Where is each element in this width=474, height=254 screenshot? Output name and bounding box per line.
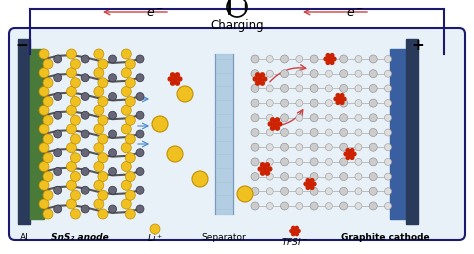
- Circle shape: [109, 93, 117, 101]
- Circle shape: [136, 186, 144, 195]
- Circle shape: [330, 54, 334, 58]
- Circle shape: [271, 127, 274, 131]
- Circle shape: [268, 167, 272, 171]
- Circle shape: [109, 168, 117, 176]
- Circle shape: [81, 205, 89, 213]
- Circle shape: [258, 167, 262, 171]
- Circle shape: [121, 50, 131, 60]
- Circle shape: [125, 60, 135, 70]
- Bar: [406, 40, 418, 224]
- Text: +: +: [411, 37, 424, 52]
- Circle shape: [251, 173, 259, 181]
- Bar: [215, 55, 233, 214]
- Circle shape: [292, 227, 295, 229]
- Circle shape: [281, 70, 289, 78]
- Circle shape: [384, 130, 392, 136]
- Circle shape: [328, 58, 332, 62]
- Circle shape: [175, 82, 179, 86]
- Circle shape: [296, 71, 303, 78]
- Circle shape: [81, 149, 89, 157]
- Circle shape: [71, 97, 81, 107]
- Bar: [18, 40, 30, 224]
- Circle shape: [340, 202, 347, 210]
- Circle shape: [342, 98, 346, 101]
- Circle shape: [121, 69, 131, 78]
- Circle shape: [384, 188, 392, 195]
- Circle shape: [125, 134, 135, 145]
- Circle shape: [310, 56, 318, 64]
- Circle shape: [94, 199, 104, 209]
- Circle shape: [81, 131, 89, 138]
- Circle shape: [54, 186, 62, 195]
- Circle shape: [173, 77, 177, 82]
- Circle shape: [125, 209, 135, 219]
- Circle shape: [310, 179, 314, 182]
- Circle shape: [265, 171, 269, 176]
- Circle shape: [43, 116, 53, 126]
- Circle shape: [39, 87, 49, 97]
- Circle shape: [175, 74, 179, 77]
- Circle shape: [326, 62, 329, 65]
- Circle shape: [43, 97, 53, 107]
- Circle shape: [348, 152, 352, 156]
- Circle shape: [336, 94, 340, 98]
- Text: $e^-$: $e^-$: [346, 6, 364, 19]
- Circle shape: [325, 115, 332, 122]
- Circle shape: [369, 114, 377, 122]
- Circle shape: [39, 143, 49, 153]
- Circle shape: [54, 131, 62, 138]
- Circle shape: [109, 149, 117, 157]
- Circle shape: [340, 70, 347, 78]
- Text: $TFSI^-$: $TFSI^-$: [281, 235, 309, 247]
- Circle shape: [312, 183, 316, 186]
- Circle shape: [121, 199, 131, 209]
- Circle shape: [94, 106, 104, 116]
- Circle shape: [43, 172, 53, 182]
- Circle shape: [125, 78, 135, 88]
- Circle shape: [121, 181, 131, 190]
- Circle shape: [281, 158, 289, 166]
- Circle shape: [54, 93, 62, 101]
- Circle shape: [355, 86, 362, 92]
- Circle shape: [332, 58, 336, 61]
- Circle shape: [325, 71, 332, 78]
- Circle shape: [266, 56, 273, 63]
- Circle shape: [325, 203, 332, 210]
- Circle shape: [94, 181, 104, 190]
- Circle shape: [340, 144, 347, 152]
- Circle shape: [98, 60, 108, 70]
- Circle shape: [384, 56, 392, 63]
- Circle shape: [167, 146, 183, 162]
- Circle shape: [266, 100, 273, 107]
- Circle shape: [43, 60, 53, 70]
- Circle shape: [136, 149, 144, 157]
- Circle shape: [281, 202, 289, 210]
- Circle shape: [350, 149, 354, 152]
- Circle shape: [192, 171, 208, 187]
- Circle shape: [338, 98, 342, 102]
- Circle shape: [266, 71, 273, 78]
- Circle shape: [109, 186, 117, 195]
- Circle shape: [136, 205, 144, 213]
- Circle shape: [136, 93, 144, 101]
- Circle shape: [71, 190, 81, 200]
- Circle shape: [369, 129, 377, 137]
- Circle shape: [340, 85, 347, 93]
- Circle shape: [306, 186, 310, 190]
- Circle shape: [266, 144, 273, 151]
- Circle shape: [310, 158, 318, 166]
- Circle shape: [355, 144, 362, 151]
- Bar: [390, 50, 406, 219]
- Circle shape: [336, 102, 340, 105]
- Circle shape: [355, 56, 362, 63]
- Circle shape: [325, 173, 332, 180]
- Circle shape: [290, 230, 293, 233]
- Circle shape: [384, 115, 392, 122]
- Circle shape: [369, 70, 377, 78]
- Circle shape: [251, 70, 259, 78]
- Circle shape: [71, 172, 81, 182]
- Circle shape: [255, 74, 260, 77]
- Circle shape: [355, 71, 362, 78]
- Circle shape: [346, 149, 350, 152]
